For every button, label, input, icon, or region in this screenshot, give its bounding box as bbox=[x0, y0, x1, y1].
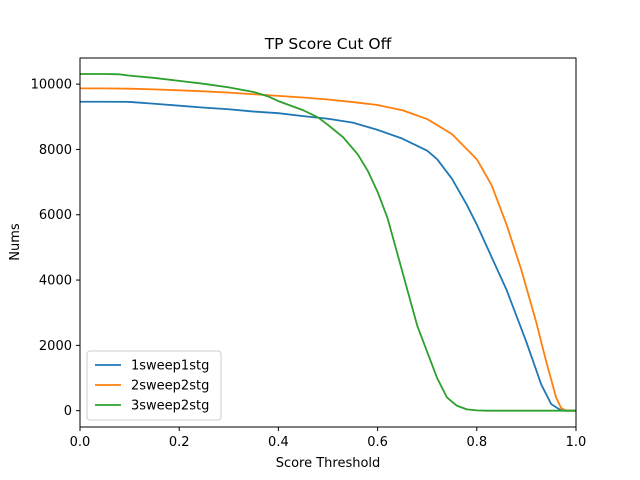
chart-title: TP Score Cut Off bbox=[264, 35, 392, 53]
y-tick-label: 6000 bbox=[39, 208, 72, 223]
x-tick-label: 0.6 bbox=[367, 435, 388, 450]
x-tick-label: 0.2 bbox=[169, 435, 190, 450]
series-line-3sweep2stg bbox=[80, 73, 576, 412]
x-axis-title: Score Threshold bbox=[276, 456, 381, 471]
legend: 1sweep1stg 2sweep2stg 3sweep2stg bbox=[86, 350, 222, 421]
legend-label: 1sweep1stg bbox=[131, 359, 209, 374]
y-axis-title: Nums bbox=[8, 223, 23, 261]
series-group bbox=[80, 73, 576, 412]
y-tick-label: 2000 bbox=[39, 339, 72, 354]
y-tick-label: 10000 bbox=[31, 78, 72, 93]
x-tick-label: 0.0 bbox=[70, 435, 91, 450]
legend-label: 3sweep2stg bbox=[131, 399, 209, 414]
y-axis: 0 2000 4000 6000 8000 10000 bbox=[31, 78, 80, 419]
legend-label: 2sweep2stg bbox=[131, 379, 209, 394]
series-line-2sweep2stg bbox=[80, 87, 576, 412]
y-tick-label: 4000 bbox=[39, 274, 72, 289]
axes-frame bbox=[79, 57, 577, 428]
legend-box bbox=[86, 350, 222, 421]
series-line-1sweep1stg bbox=[80, 100, 576, 412]
x-axis: 0.0 0.2 0.4 0.6 0.8 1.0 bbox=[70, 427, 587, 450]
y-tick-label: 0 bbox=[64, 404, 72, 419]
x-tick-label: 1.0 bbox=[566, 435, 587, 450]
x-tick-label: 0.4 bbox=[268, 435, 289, 450]
x-tick-label: 0.8 bbox=[466, 435, 487, 450]
y-tick-label: 8000 bbox=[39, 143, 72, 158]
